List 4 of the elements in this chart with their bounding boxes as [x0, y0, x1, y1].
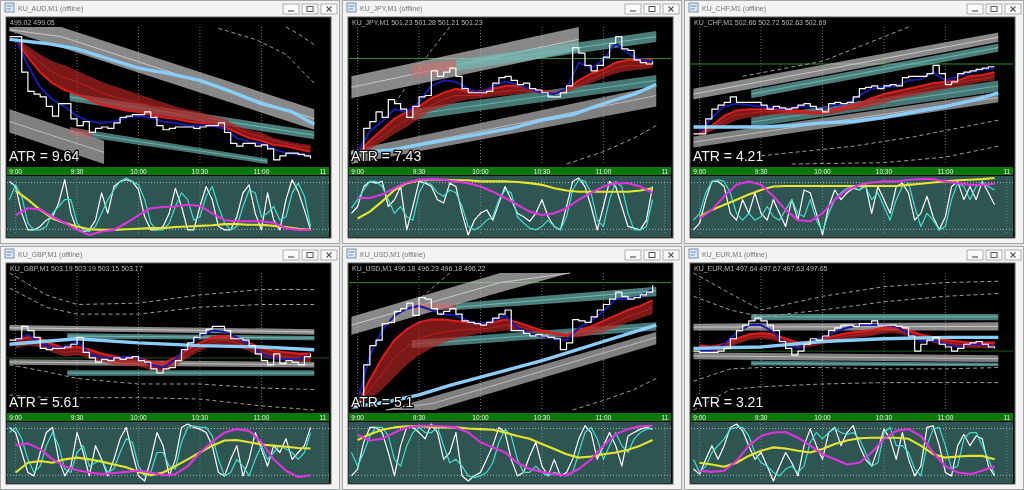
annotation: ATR = 5.61 [9, 394, 80, 410]
annotation: ATR = 9.64 [9, 148, 80, 164]
annotation: ATR = 3.21 [693, 394, 764, 410]
annotation: ATR = 4.21 [693, 148, 764, 164]
